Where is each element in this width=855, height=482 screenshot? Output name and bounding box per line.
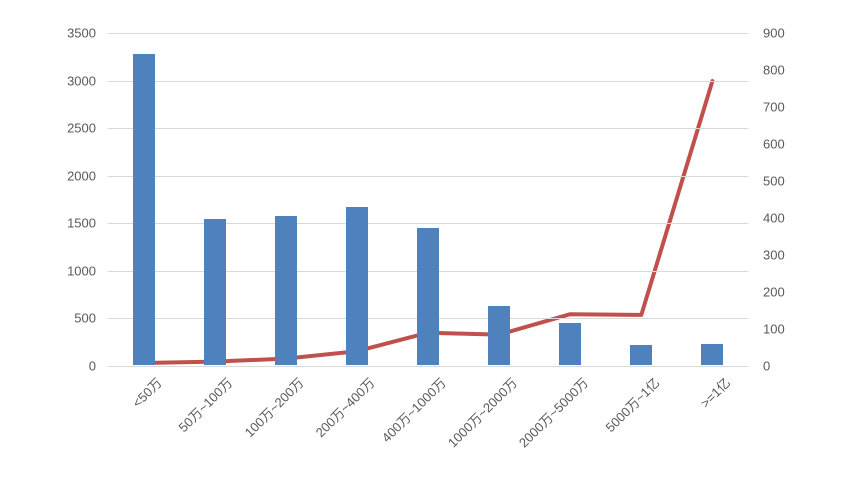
x-axis-category-label: 200万~400万 [312,375,378,441]
right-axis-tick-label: 700 [763,99,785,115]
right-axis-tick-label: 900 [763,25,785,41]
right-axis-tick-label: 0 [763,358,771,374]
bar [701,344,724,365]
x-axis-category-label: 1000万~2000万 [444,375,520,451]
left-axis-tick-label: 3500 [67,25,96,41]
right-axis-tick-label: 500 [763,173,785,189]
left-axis-tick-label: 1000 [67,263,96,279]
right-axis-tick-label: 600 [763,136,785,152]
right-axis-tick-label: 300 [763,247,785,263]
left-axis-tick-label: 1500 [67,215,96,231]
left-axis-tick-label: 2000 [67,168,96,184]
gridline [108,223,748,225]
left-axis-tick-label: 3000 [67,73,96,89]
gridline [108,175,748,177]
right-axis-tick-label: 200 [763,284,785,300]
bar [203,219,226,365]
gridline [108,33,748,34]
left-axis-tick-label: 500 [74,310,96,326]
plot-area [108,33,748,367]
x-axis-category-label: 100万~200万 [241,375,307,441]
gridline [108,80,748,82]
x-axis-category-label: 2000万~5000万 [515,375,591,451]
x-axis-category-label: <50万 [128,375,165,411]
x-axis-category-label: 50万~100万 [175,375,236,436]
left-axis-tick-label: 0 [88,358,96,374]
bar [132,54,155,365]
gridline [108,128,748,130]
bar [559,323,582,365]
right-axis-tick-label: 100 [763,321,785,337]
x-axis-category-label: >=1亿 [697,375,734,411]
x-axis-line [108,366,748,367]
bar [274,216,297,365]
bar [488,306,511,365]
x-axis-category-label: 5000万~1亿 [602,375,663,436]
left-axis-tick-label: 2500 [67,120,96,136]
bar [630,345,653,365]
x-axis-category-label: 400万~1000万 [378,375,449,446]
right-axis-tick-label: 400 [763,210,785,226]
right-axis-tick-label: 800 [763,62,785,78]
bar [417,228,439,365]
bar [345,207,368,365]
